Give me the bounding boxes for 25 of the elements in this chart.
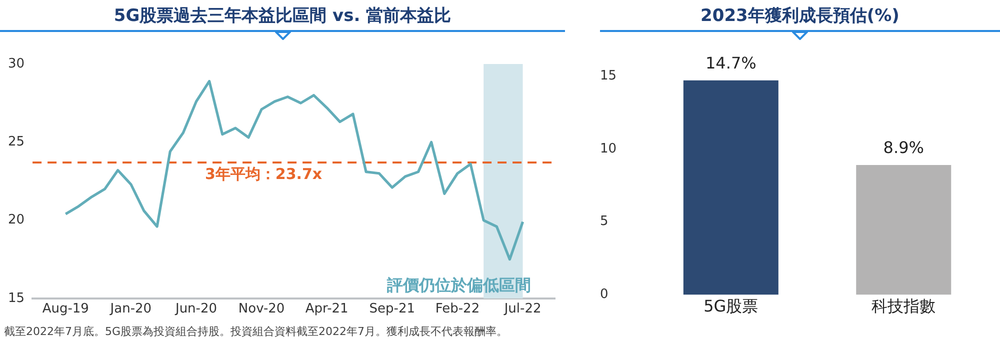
x-tick-label: Feb-22 — [435, 302, 480, 317]
x-tick-label: Nov-20 — [238, 302, 285, 317]
y-tick-label: 10 — [600, 141, 617, 156]
x-tick-label: Aug-19 — [42, 302, 89, 317]
y-tick-label: 20 — [8, 212, 25, 228]
x-tick-label: Jul-22 — [503, 302, 542, 317]
ref-line-label: 3年平均：23.7x — [204, 164, 322, 183]
y-tick-label: 30 — [8, 56, 25, 72]
chart-title: 2023年獲利成長預估(%) — [600, 0, 1000, 32]
chart-title: 5G股票過去三年本益比區間 vs. 當前本益比 — [0, 0, 565, 32]
x-tick-label: Apr-21 — [305, 302, 348, 317]
data-label: 8.9% — [883, 138, 924, 158]
band-label: 評價仍位於偏低區間 — [386, 276, 531, 295]
x-tick-label: 科技指數 — [872, 296, 936, 316]
x-tick-label: Sep-21 — [369, 302, 416, 317]
x-tick-label: 5G股票 — [704, 296, 758, 316]
y-tick-label: 5 — [600, 214, 608, 230]
x-tick-label: Jun-20 — [174, 302, 218, 317]
text: 截至2022年7月底。5G股票為投資組合持股。投資組合資料截至2022年7月。獲利成長不代表報酬率。 — [4, 324, 508, 339]
y-tick-label: 15 — [8, 290, 25, 306]
data-label: 14.7% — [705, 54, 756, 73]
y-tick-label: 15 — [600, 68, 617, 84]
y-tick-label: 25 — [8, 134, 25, 150]
y-tick-label: 0 — [600, 287, 608, 302]
x-tick-label: Jan-20 — [109, 302, 152, 317]
